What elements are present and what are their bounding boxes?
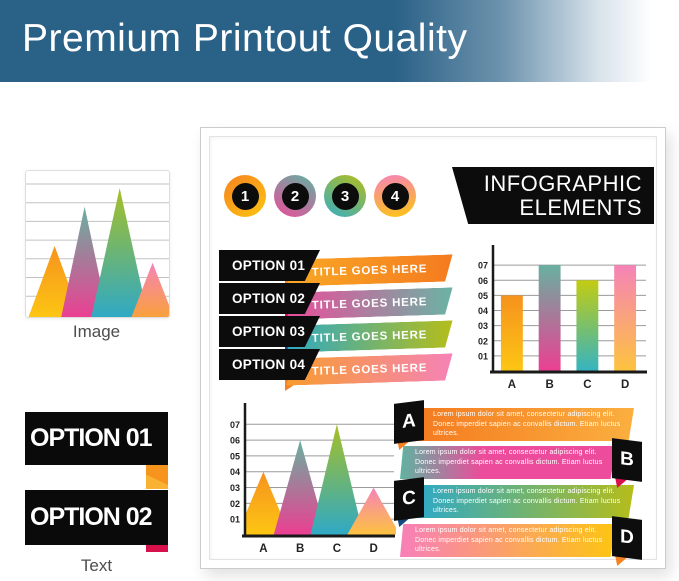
ribbon-fold-icon (397, 516, 412, 527)
callout-row-d: Lorem ipsum dolor sit amet, consectetur … (394, 516, 658, 566)
badge-circle-1: 1 (224, 175, 266, 217)
option-label: OPTION 03 (219, 316, 320, 347)
svg-text:D: D (621, 379, 629, 391)
callout-banner: Lorem ipsum dolor sit amet, consectetur … (400, 524, 616, 557)
svg-text:01: 01 (230, 515, 240, 525)
svg-text:C: C (583, 379, 591, 391)
svg-text:B: B (545, 379, 553, 391)
svg-text:05: 05 (230, 451, 240, 461)
callout-text: Lorem ipsum dolor sit amet, consectetur … (433, 411, 621, 438)
svg-text:B: B (296, 543, 304, 555)
svg-text:07: 07 (230, 420, 240, 430)
callout-banner: Lorem ipsum dolor sit amet, consectetur … (418, 408, 634, 441)
text-sample-label: Text (80, 556, 113, 575)
svg-text:03: 03 (478, 321, 488, 331)
svg-text:C: C (333, 543, 341, 555)
numbered-badges: 1 2 3 4 (224, 175, 416, 217)
infographic-poster: 1 2 3 4 INFOGRAPHIC ELEMENTS (200, 127, 666, 569)
callout-list: Lorem ipsum dolor sit amet, consectetur … (394, 400, 658, 566)
badge-number: 3 (331, 182, 359, 210)
svg-text:D: D (369, 543, 377, 555)
page-title: Premium Printout Quality (22, 17, 468, 60)
text-sample-banner-2: OPTION 02 (25, 490, 168, 545)
image-sample-card (25, 170, 170, 318)
svg-text:05: 05 (478, 291, 488, 301)
badge-circle-4: 4 (374, 175, 416, 217)
svg-text:04: 04 (230, 467, 240, 477)
triangle-peak-chart: 01 02 03 04 05 06 07 A B C D (218, 399, 396, 557)
badge-circle-3: 3 (324, 175, 366, 217)
option-row-4: TITLE GOES HERE OPTION 04 (219, 349, 461, 391)
badge-circle-2: 2 (274, 175, 316, 217)
callout-text: Lorem ipsum dolor sit amet, consectetur … (415, 527, 603, 554)
svg-text:06: 06 (230, 436, 240, 446)
callout-row-c: Lorem ipsum dolor sit amet, consectetur … (394, 477, 658, 527)
ribbon-fold-icon (615, 477, 630, 488)
option-row-2: TITLE GOES HERE OPTION 02 (219, 283, 461, 325)
poster-title-line1: INFOGRAPHIC (483, 171, 642, 196)
svg-text:02: 02 (478, 336, 488, 346)
svg-text:01: 01 (478, 351, 488, 361)
bar-chart: 01 02 03 04 05 06 07 A B C D (466, 241, 648, 393)
callout-text: Lorem ipsum dolor sit amet, consectetur … (433, 488, 621, 515)
option-row-1: TITLE GOES HERE OPTION 01 (219, 250, 461, 292)
option-label: OPTION 01 (219, 250, 320, 281)
svg-text:07: 07 (478, 261, 488, 271)
badge-number: 2 (281, 182, 309, 210)
ribbon-fold-icon (397, 439, 412, 450)
badge-number: 4 (381, 182, 409, 210)
ribbon-fold-icon (615, 555, 630, 566)
svg-text:A: A (259, 543, 267, 555)
text-sample-banner-1: OPTION 01 (25, 412, 168, 465)
svg-text:02: 02 (230, 499, 240, 509)
callout-letter: B (612, 438, 642, 482)
text-sample-card: OPTION 01 OPTION 02 (25, 412, 168, 553)
image-sample-label: Image (72, 322, 121, 341)
options-list: TITLE GOES HERE OPTION 01 TITLE GOES HER… (219, 250, 461, 391)
image-sample-chart (26, 171, 169, 317)
ribbon-fold-icon (146, 545, 168, 552)
header-banner: Premium Printout Quality (0, 0, 679, 82)
poster-title-line2: ELEMENTS (519, 195, 642, 220)
option-row-3: TITLE GOES HERE OPTION 03 (219, 316, 461, 358)
callout-banner: Lorem ipsum dolor sit amet, consectetur … (400, 446, 616, 479)
option-label: OPTION 04 (219, 349, 320, 380)
badge-number: 1 (231, 182, 259, 210)
poster-inner-frame: 1 2 3 4 INFOGRAPHIC ELEMENTS (209, 136, 658, 566)
ribbon-fold-icon (146, 465, 168, 489)
callout-row-a: Lorem ipsum dolor sit amet, consectetur … (394, 400, 658, 450)
callout-text: Lorem ipsum dolor sit amet, consectetur … (415, 449, 603, 476)
callout-row-b: Lorem ipsum dolor sit amet, consectetur … (394, 438, 658, 488)
callout-banner: Lorem ipsum dolor sit amet, consectetur … (418, 485, 634, 518)
svg-text:03: 03 (230, 483, 240, 493)
callout-letter: A (394, 400, 424, 444)
option-label: OPTION 02 (219, 283, 320, 314)
poster-title-banner: INFOGRAPHIC ELEMENTS (452, 167, 654, 224)
callout-letter: D (612, 516, 642, 560)
callout-letter: C (394, 477, 424, 521)
svg-text:04: 04 (478, 306, 488, 316)
svg-text:06: 06 (478, 276, 488, 286)
svg-text:A: A (508, 379, 516, 391)
